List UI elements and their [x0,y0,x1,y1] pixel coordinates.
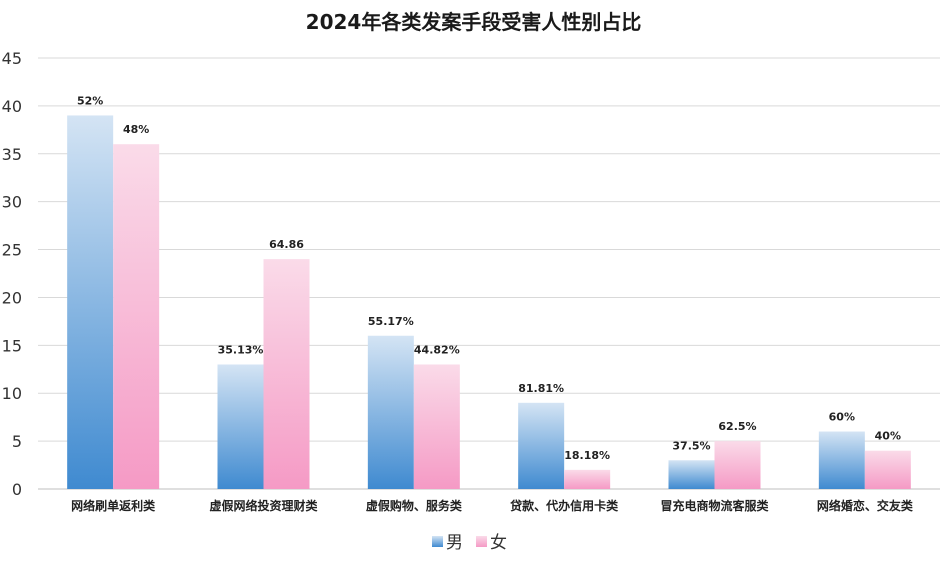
x-tick-label: 网络刷单返利类 [71,498,156,513]
bar-male [518,402,565,489]
bar-male [668,460,715,489]
bars [67,115,911,489]
x-tick-label: 贷款、代办信用卡类 [510,498,619,513]
data-label: 37.5% [672,439,710,452]
y-tick-label: 10 [2,384,22,403]
y-tick-label: 30 [2,193,22,212]
bar-male [217,364,264,489]
data-label: 35.13% [218,343,264,356]
gridlines [38,57,940,490]
y-tick-label: 20 [2,288,22,307]
bar-female [564,469,611,489]
data-label: 48% [123,123,149,136]
data-label: 55.17% [368,315,414,328]
data-label: 40% [875,430,901,443]
bar-female [263,259,310,489]
y-tick-label: 5 [12,432,22,451]
x-axis: 网络刷单返利类 虚假网络投资理财类 虚假购物、服务类 贷款、代办信用卡类 冒充电商物流客… [71,498,914,513]
y-tick-label: 45 [2,49,22,68]
y-tick-label: 40 [2,97,22,116]
bar-female [714,441,761,489]
y-tick-label: 25 [2,241,22,260]
bar-female [413,364,460,489]
x-tick-label: 虚假网络投资理财类 [209,498,318,513]
bar-male [818,431,865,489]
legend: 男女 [432,533,507,553]
data-label: 52% [77,94,103,107]
data-label: 62.5% [718,420,756,433]
bar-female [113,144,160,489]
legend-swatch-male [432,536,443,547]
data-label: 60% [829,411,855,424]
data-labels: 52% 48% 35.13% 64.86 55.17% 44.82% 81.81% 18.18… [77,94,901,461]
legend-label: 男 [446,533,463,553]
x-tick-label: 虚假购物、服务类 [366,498,463,513]
y-tick-label: 35 [2,145,22,164]
legend-swatch-female [476,536,487,547]
data-label: 18.18% [564,449,610,462]
data-label: 44.82% [414,343,460,356]
bar-male [367,335,414,489]
x-tick-label: 冒充电商物流客服类 [660,498,769,513]
y-tick-label: 15 [2,336,22,355]
x-tick-label: 网络婚恋、交友类 [817,498,914,513]
data-label: 81.81% [518,382,564,395]
y-tick-label: 0 [12,480,22,499]
chart-title: 2024年各类发案手段受害人性别占比 [305,10,642,34]
bar-female [864,450,911,489]
bar-male [67,115,114,489]
legend-label: 女 [490,533,507,553]
data-label: 64.86 [269,238,304,251]
y-axis: 0 5 10 15 20 25 30 35 40 45 [2,49,22,499]
